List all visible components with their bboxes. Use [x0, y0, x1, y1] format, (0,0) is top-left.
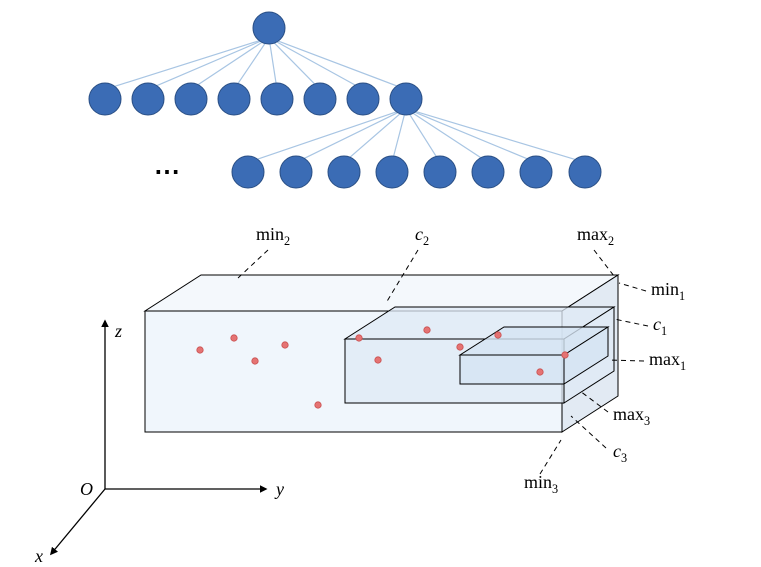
diagram-canvas: ⋯ z y x Omin2 c2 max2 min1 c1 max1 max3 c3 min3	[0, 0, 761, 567]
box3-front	[460, 355, 564, 384]
tree-edge	[105, 38, 269, 90]
box-label: min1	[651, 279, 685, 303]
data-point	[252, 358, 258, 364]
data-point	[424, 327, 430, 333]
data-point	[282, 342, 288, 348]
box-label: c3	[613, 441, 627, 465]
axis-x	[51, 489, 105, 554]
tree-edge	[406, 109, 585, 163]
tree-node	[280, 156, 312, 188]
tree-edge	[406, 109, 488, 163]
data-point	[231, 335, 237, 341]
data-point	[457, 344, 463, 350]
tree-node	[261, 83, 293, 115]
tree-edge	[406, 109, 536, 163]
tree-edge	[248, 109, 406, 163]
tree-edge	[191, 38, 269, 90]
box-label: max3	[613, 404, 650, 428]
axis-label: O	[80, 479, 93, 499]
tree-node	[304, 83, 336, 115]
box-label: max2	[577, 224, 614, 248]
tree-node	[175, 83, 207, 115]
box-label: c2	[415, 224, 429, 248]
tree-node	[347, 83, 379, 115]
tree-node	[376, 156, 408, 188]
data-point	[495, 332, 501, 338]
ellipsis-label: ⋯	[154, 157, 180, 186]
axis-label: z	[114, 321, 122, 341]
tree-edge	[269, 38, 320, 90]
axis-label: y	[274, 479, 284, 499]
tree-node	[232, 156, 264, 188]
leader-line	[571, 416, 606, 448]
tree-node	[569, 156, 601, 188]
tree-node	[218, 83, 250, 115]
leader-line	[540, 440, 561, 474]
tree-node	[520, 156, 552, 188]
tree-node	[328, 156, 360, 188]
box-label: min3	[524, 472, 558, 496]
leader-line	[614, 319, 648, 326]
tree-node	[89, 83, 121, 115]
box-label: c1	[653, 314, 667, 338]
tree-edge	[296, 109, 406, 163]
data-point	[315, 402, 321, 408]
tree-edge	[269, 38, 406, 90]
axis-label: x	[34, 546, 43, 566]
leader-line	[594, 250, 614, 276]
tree-edge	[269, 38, 363, 90]
box1-top	[145, 275, 618, 311]
tree-edge	[269, 38, 277, 90]
tree-node	[472, 156, 504, 188]
tree-node	[390, 83, 422, 115]
tree-node	[253, 12, 285, 44]
tree-node	[424, 156, 456, 188]
tree-edge	[344, 109, 406, 163]
box-label: max1	[649, 349, 686, 373]
data-point	[197, 347, 203, 353]
tree-node	[132, 83, 164, 115]
data-point	[356, 335, 362, 341]
box-label: min2	[256, 224, 290, 248]
tree-edge	[392, 109, 406, 163]
leader-line	[238, 250, 268, 278]
leader-line	[619, 283, 646, 291]
data-point	[562, 352, 568, 358]
data-point	[375, 357, 381, 363]
data-point	[537, 369, 543, 375]
